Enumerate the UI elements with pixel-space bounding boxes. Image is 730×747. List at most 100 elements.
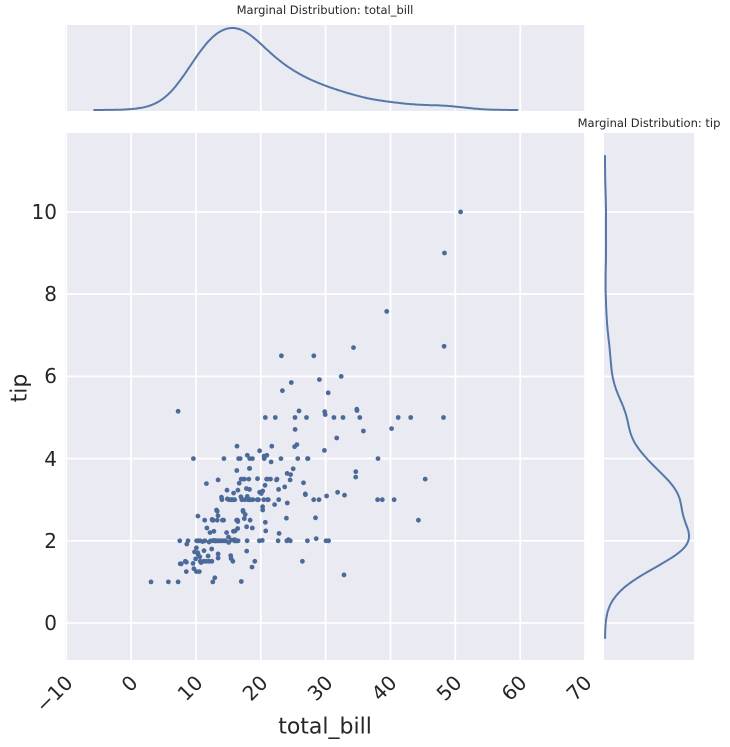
scatter-point (331, 415, 337, 420)
scatter-point (166, 579, 171, 585)
y-tick-label: 6 (44, 364, 57, 389)
scatter-point (247, 487, 252, 492)
scatter-point (276, 487, 281, 492)
scatter-point (269, 443, 275, 449)
scatter-point (311, 497, 317, 503)
scatter-point (238, 579, 244, 584)
scatter-point (204, 481, 209, 486)
scatter-point (375, 497, 380, 503)
scatter-point (334, 435, 340, 441)
scatter-point (276, 531, 282, 536)
scatter-point (353, 469, 359, 475)
scatter-point (260, 504, 265, 510)
scatter-point (229, 497, 235, 503)
kde-curve-tip (604, 155, 690, 639)
y-tick-label: 2 (44, 528, 57, 553)
scatter-point (244, 538, 250, 544)
top-marginal-title: Marginal Distribution: total_bill (236, 3, 414, 17)
scatter-point (226, 534, 231, 540)
scatter-point (389, 426, 394, 431)
scatter-point (249, 525, 255, 531)
scatter-svg (65, 133, 585, 660)
right-marginal-panel (604, 133, 694, 660)
scatter-point (395, 415, 401, 420)
scatter-point (242, 476, 247, 482)
x-tick-label: −10 (30, 670, 78, 718)
scatter-point (241, 516, 247, 521)
scatter-point (441, 415, 446, 420)
scatter-point (287, 477, 293, 483)
scatter-point (340, 415, 346, 420)
scatter-point (262, 482, 268, 488)
scatter-point (190, 561, 196, 566)
scatter-point (244, 524, 250, 530)
scatter-point (247, 517, 253, 523)
scatter-point (244, 494, 250, 499)
scatter-point (254, 497, 260, 503)
scatter-point (275, 538, 281, 544)
scatter-point (268, 459, 274, 465)
scatter-point (234, 443, 240, 449)
scatter-point (375, 456, 381, 461)
scatter-point (263, 528, 269, 534)
scatter-point (284, 500, 290, 506)
scatter-point (261, 497, 267, 503)
scatter-point (408, 415, 414, 420)
scatter-point (215, 551, 221, 557)
scatter-point (322, 409, 328, 415)
scatter-point (379, 497, 385, 503)
scatter-point (234, 517, 240, 523)
scatter-point (458, 209, 463, 215)
scatter-point (311, 353, 317, 359)
y-axis-label: tip (7, 373, 33, 403)
x-tick-label: 50 (431, 670, 467, 706)
scatter-point (252, 558, 258, 564)
scatter-point (264, 476, 269, 482)
scatter-point (202, 517, 208, 523)
scatter-point (295, 456, 301, 461)
x-tick-label: 20 (237, 670, 273, 706)
scatter-point (316, 497, 322, 503)
scatter-point (342, 492, 347, 498)
scatter-point (262, 415, 268, 420)
scatter-point (193, 556, 199, 562)
scatter-point (391, 497, 397, 503)
scatter-point (182, 558, 188, 564)
scatter-point (268, 476, 273, 482)
scatter-point (198, 560, 204, 565)
x-tick-label: 10 (172, 670, 208, 706)
scatter-point (262, 519, 268, 525)
scatter-point (183, 569, 189, 574)
scatter-point (282, 484, 288, 490)
scatter-point (274, 477, 279, 483)
scatter-point (191, 456, 196, 461)
scatter-point (194, 538, 200, 544)
scatter-point (246, 476, 252, 482)
scatter-point (214, 508, 220, 514)
scatter-point (247, 466, 252, 471)
scatter-point (175, 408, 181, 414)
scatter-point (219, 497, 225, 503)
x-tick-label: 30 (302, 670, 338, 706)
kde-curve-total-bill (93, 27, 519, 111)
scatter-point (361, 428, 366, 434)
scatter-point (304, 415, 309, 420)
scatter-point (222, 538, 228, 544)
scatter-point (302, 491, 308, 497)
scatter-point (194, 569, 199, 574)
y-tick-label: 8 (44, 282, 57, 307)
scatter-point (212, 575, 218, 581)
scatter-point (177, 538, 183, 544)
scatter-point (276, 497, 282, 503)
scatter-point (265, 497, 270, 503)
scatter-point (203, 558, 209, 564)
scatter-point (441, 343, 447, 349)
scatter-point (288, 380, 294, 385)
scatter-point (194, 545, 199, 551)
scatter-point (258, 491, 264, 496)
scatter-point (235, 526, 241, 531)
x-tick-label: 40 (367, 670, 402, 706)
scatter-point (305, 456, 311, 461)
scatter-point (384, 309, 390, 314)
scatter-point (313, 536, 319, 542)
